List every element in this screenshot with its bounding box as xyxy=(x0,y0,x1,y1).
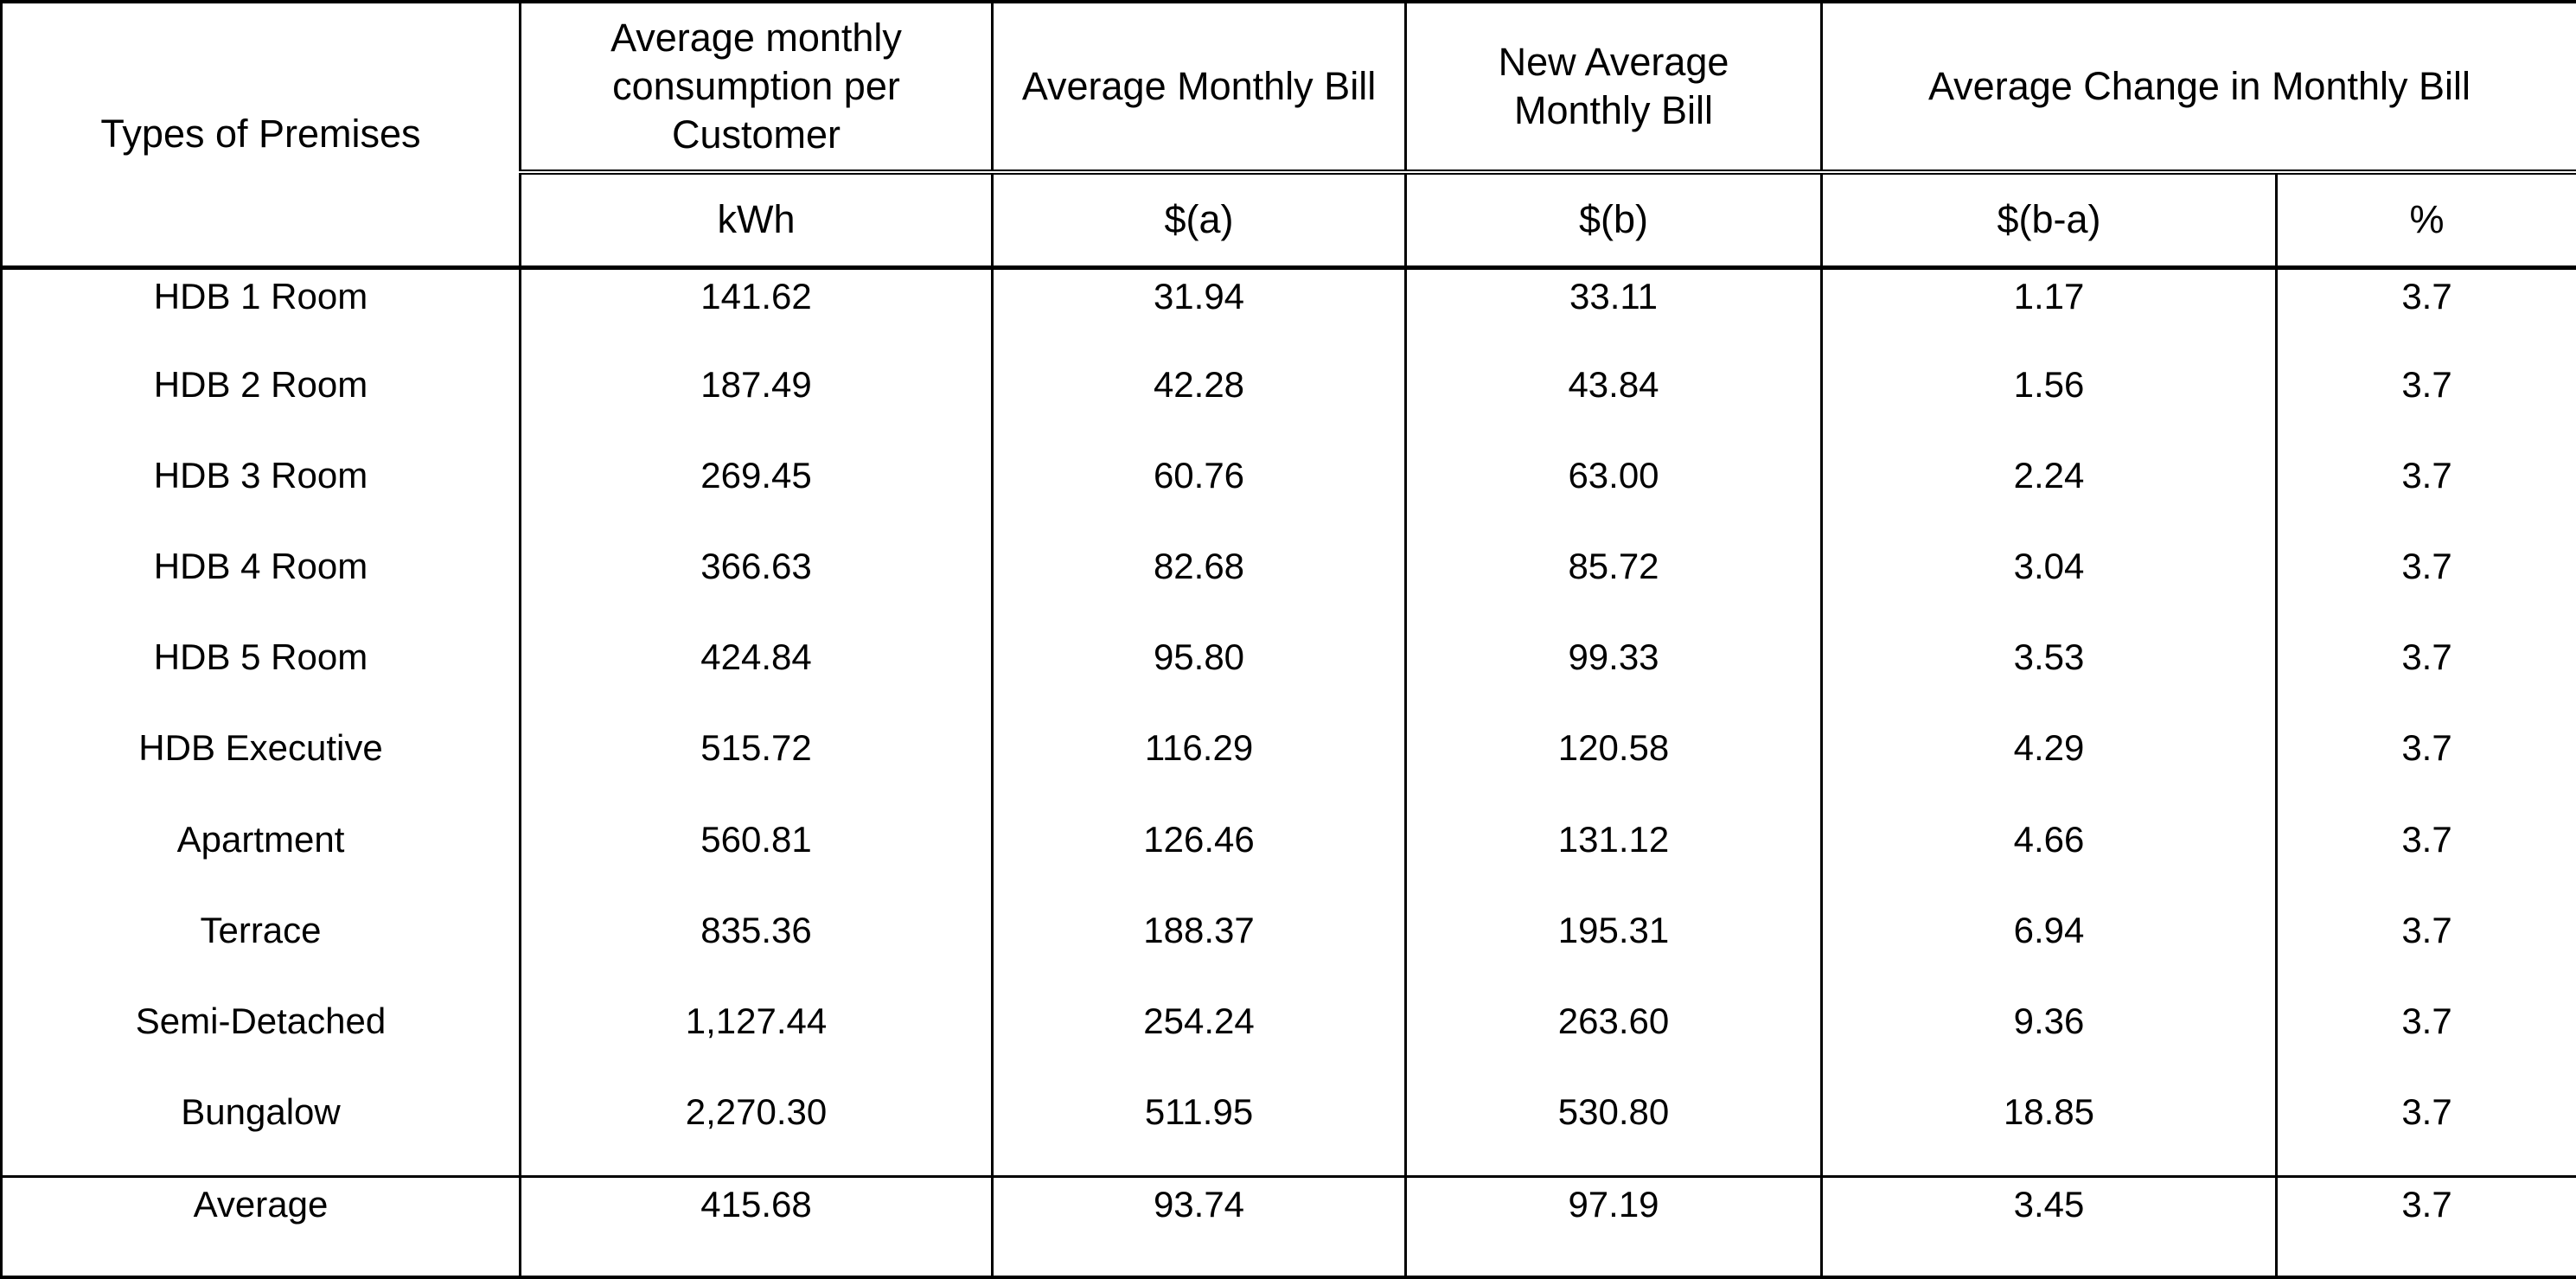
change-cell: 2.24 xyxy=(1820,449,2277,540)
unit-change-pct: % xyxy=(2274,172,2576,270)
premise-cell: Terrace xyxy=(200,909,322,950)
change-cell: 4.66 xyxy=(1820,812,2277,904)
average-label: Average xyxy=(1,1174,521,1277)
bill-b-cell: 131.12 xyxy=(1404,812,1822,904)
premise-cell: HDB 1 Room xyxy=(153,275,368,317)
table-row: HDB 4 Room 366.63 82.68 85.72 3.04 3.7 xyxy=(2,540,2576,631)
table-row: HDB 5 Room 424.84 95.80 99.33 3.53 3.7 xyxy=(2,630,2576,722)
premise-cell: Semi-Detached xyxy=(135,1000,387,1041)
kwh-cell: 187.49 xyxy=(519,358,993,450)
change-cell: 18.85 xyxy=(1820,1084,2277,1176)
table-row: Semi-Detached 1,127.44 254.24 263.60 9.3… xyxy=(2,994,2576,1085)
unit-bill-a: $(a) xyxy=(991,172,1406,270)
bill-b-cell: 530.80 xyxy=(1404,1084,1822,1176)
kwh-cell: 269.45 xyxy=(519,449,993,540)
bill-a-cell: 42.28 xyxy=(991,358,1406,450)
bill-b-cell: 85.72 xyxy=(1404,540,1822,631)
bill-a-cell: 60.76 xyxy=(991,449,1406,540)
table-header: Types of Premises Average monthly consum… xyxy=(1,2,2576,270)
column-header-consumption: Average monthly consumption per Customer xyxy=(519,2,993,175)
table-footer: Average 415.68 93.74 97.19 3.45 3.7 xyxy=(1,1174,2576,1277)
premise-cell: Bungalow xyxy=(181,1090,341,1132)
premise-cell: HDB Executive xyxy=(138,727,383,769)
change-cell: 4.29 xyxy=(1820,721,2277,813)
kwh-cell: 560.81 xyxy=(519,812,993,904)
pct-cell: 3.7 xyxy=(2274,721,2576,813)
bill-a-cell: 31.94 xyxy=(991,267,1406,359)
premise-cell: HDB 4 Room xyxy=(153,546,368,587)
pct-cell: 3.7 xyxy=(2274,630,2576,722)
bill-a-cell: 95.80 xyxy=(991,630,1406,722)
change-cell: 3.53 xyxy=(1820,630,2277,722)
change-cell: 9.36 xyxy=(1820,994,2277,1085)
premise-cell: Apartment xyxy=(176,818,345,860)
table-body: HDB 1 Room 141.62 31.94 33.11 1.17 3.7 H… xyxy=(2,267,2576,1176)
kwh-cell: 2,270.30 xyxy=(519,1084,993,1176)
column-header-change: Average Change in Monthly Bill xyxy=(1819,2,2576,175)
bill-b-cell: 120.58 xyxy=(1404,721,1822,813)
table-row: Bungalow 2,270.30 511.95 530.80 18.85 3.… xyxy=(2,1084,2576,1176)
average-kwh: 415.68 xyxy=(519,1174,993,1277)
change-cell: 6.94 xyxy=(1820,903,2277,994)
table-row: HDB 3 Room 269.45 60.76 63.00 2.24 3.7 xyxy=(2,449,2576,540)
average-pct: 3.7 xyxy=(2274,1174,2576,1277)
table-row: HDB Executive 515.72 116.29 120.58 4.29 … xyxy=(2,721,2576,813)
units-row: kWh $(a) $(b) $(b-a) % xyxy=(2,172,2576,270)
kwh-cell: 515.72 xyxy=(519,721,993,813)
premise-cell: HDB 5 Room xyxy=(153,636,368,678)
column-header-new-avg-bill: New Average Monthly Bill xyxy=(1404,2,1822,175)
average-bill-a: 93.74 xyxy=(991,1174,1406,1277)
pct-cell: 3.7 xyxy=(2274,267,2576,359)
column-header-premises: Types of Premises xyxy=(1,2,521,270)
bill-b-cell: 43.84 xyxy=(1404,358,1822,450)
unit-kwh: kWh xyxy=(519,172,993,270)
kwh-cell: 424.84 xyxy=(519,630,993,722)
bill-b-cell: 195.31 xyxy=(1404,903,1822,994)
bill-a-cell: 116.29 xyxy=(991,721,1406,813)
bill-a-cell: 126.46 xyxy=(991,812,1406,904)
table-row: Apartment 560.81 126.46 131.12 4.66 3.7 xyxy=(2,812,2576,904)
average-bill-b: 97.19 xyxy=(1404,1174,1822,1277)
change-cell: 3.04 xyxy=(1820,540,2277,631)
kwh-cell: 1,127.44 xyxy=(519,994,993,1085)
column-header-avg-bill: Average Monthly Bill xyxy=(991,2,1406,175)
header-row: Types of Premises Average monthly consum… xyxy=(1,2,2576,270)
bill-a-cell: 511.95 xyxy=(991,1084,1406,1176)
pct-cell: 3.7 xyxy=(2274,358,2576,450)
average-row: Average 415.68 93.74 97.19 3.45 3.7 xyxy=(1,1174,2576,1277)
bill-a-cell: 188.37 xyxy=(991,903,1406,994)
table-row: HDB 2 Room 187.49 42.28 43.84 1.56 3.7 xyxy=(2,358,2576,450)
kwh-cell: 366.63 xyxy=(519,540,993,631)
unit-change-amount: $(b-a) xyxy=(1820,172,2277,270)
average-change: 3.45 xyxy=(1820,1174,2277,1277)
change-cell: 1.56 xyxy=(1820,358,2277,450)
bill-a-cell: 82.68 xyxy=(991,540,1406,631)
change-cell: 1.17 xyxy=(1820,267,2277,359)
table-row: HDB 1 Room 141.62 31.94 33.11 1.17 3.7 xyxy=(2,267,2576,359)
premise-cell: HDB 2 Room xyxy=(153,364,368,406)
unit-bill-b: $(b) xyxy=(1404,172,1822,270)
kwh-cell: 141.62 xyxy=(519,267,993,359)
pct-cell: 3.7 xyxy=(2274,449,2576,540)
pct-cell: 3.7 xyxy=(2274,540,2576,631)
pct-cell: 3.7 xyxy=(2274,994,2576,1085)
pct-cell: 3.7 xyxy=(2274,903,2576,994)
bill-b-cell: 263.60 xyxy=(1404,994,1822,1085)
kwh-cell: 835.36 xyxy=(519,903,993,994)
premise-cell: HDB 3 Room xyxy=(153,455,368,496)
pct-cell: 3.7 xyxy=(2274,1084,2576,1176)
pct-cell: 3.7 xyxy=(2274,812,2576,904)
bill-a-cell: 254.24 xyxy=(991,994,1406,1085)
bill-b-cell: 63.00 xyxy=(1404,449,1822,540)
bill-b-cell: 33.11 xyxy=(1404,267,1822,359)
bill-b-cell: 99.33 xyxy=(1404,630,1822,722)
table-row: Terrace 835.36 188.37 195.31 6.94 3.7 xyxy=(2,903,2576,994)
